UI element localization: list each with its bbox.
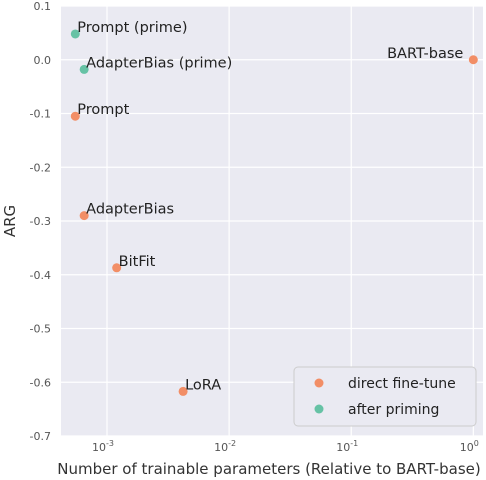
- data-point-label: BitFit: [119, 254, 156, 270]
- data-point: [79, 64, 89, 74]
- data-point: [70, 29, 80, 39]
- data-point: [112, 263, 122, 273]
- data-point-label: AdapterBias: [86, 202, 174, 218]
- x-tick-label: 100: [460, 439, 479, 454]
- y-tick-label: 0.1: [34, 0, 52, 13]
- grid-lines: [61, 5, 483, 437]
- tick-labels: 0.1 0.0 -0.1 -0.2 -0.3 -0.4 -0.5 -0.6 -0.7 10-3 10…: [30, 0, 479, 454]
- data-point: [79, 211, 89, 221]
- legend: direct fine-tune after priming: [293, 366, 477, 427]
- y-tick-label: -0.7: [30, 430, 51, 443]
- x-axis-label: Number of trainable parameters (Relative…: [57, 460, 480, 478]
- data-point-label: Prompt: [77, 102, 129, 118]
- data-point-label: Prompt (prime): [77, 20, 187, 36]
- legend-label-direct-fine-tune: direct fine-tune: [348, 376, 456, 392]
- legend-box: [293, 366, 477, 427]
- point-labels: BART-base Prompt AdapterBias BitFit LoRA Prom…: [77, 20, 463, 393]
- x-tick-label: 10-1: [336, 439, 358, 454]
- y-tick-label: -0.5: [30, 323, 51, 336]
- y-tick-label: -0.3: [30, 215, 51, 228]
- y-tick-label: -0.6: [30, 376, 51, 389]
- x-tick-label: 10-2: [214, 439, 236, 454]
- legend-marker-direct-fine-tune: [314, 378, 324, 388]
- y-tick-label: -0.1: [30, 108, 51, 121]
- data-point-label: LoRA: [185, 377, 221, 393]
- y-axis-label: ARG: [1, 205, 19, 237]
- data-point-label: BART-base: [387, 46, 463, 62]
- data-point: [70, 111, 80, 121]
- data-point-label: AdapterBias (prime): [86, 55, 232, 71]
- legend-marker-after-priming: [314, 404, 324, 414]
- legend-label-after-priming: after priming: [348, 402, 439, 418]
- y-tick-label: -0.4: [30, 269, 51, 282]
- y-tick-label: 0.0: [34, 54, 52, 67]
- data-points: [70, 29, 478, 396]
- x-tick-label: 10-3: [92, 439, 114, 454]
- y-tick-label: -0.2: [30, 161, 51, 174]
- data-point: [178, 386, 188, 396]
- data-point: [468, 55, 478, 65]
